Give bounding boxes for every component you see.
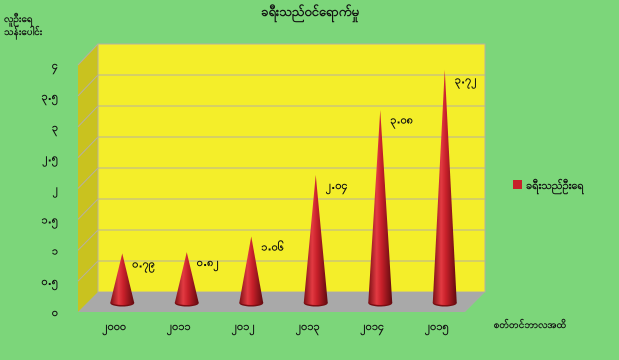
legend-label: ခရီးသည်ဦးရေ [526,178,584,195]
y-tick-label: ၀ [52,306,58,319]
y-tick-label: ၁ [52,244,59,257]
data-label: ၃.၀၈ [390,114,413,130]
x-axis-ticks: ၂၀၀၀ ၂၀၁၁ ၂၀၁၂ ၂၀၁၃ ၂၀၁၄ ၂၀၁၅ [102,320,449,336]
cone-bar [303,174,328,305]
gridline-side [77,43,99,66]
legend: ခရီးသည်ဦးရေ [513,178,584,195]
plot-floor [78,292,485,312]
y-tick-label: ၂ [53,183,59,199]
y-tick-label: ၄ [52,59,58,75]
x-axis-title: စတ်တင်ဘာလအထိ [494,318,567,331]
cone-bar [432,69,457,305]
data-label: ၀.၈၂ [197,256,220,272]
y-tick-label: ၂.၅ [42,152,59,168]
legend-swatch [513,180,522,189]
data-label: ၁.၀၆ [261,240,284,253]
gridline-side [77,198,99,220]
cone-bar [110,253,135,305]
y-tick-label: ၃ [52,121,59,137]
y-tick-label: ၀.၅ [41,275,58,291]
cone-bar [174,252,199,305]
x-tick-label: ၂၀၁၃ [296,320,321,336]
cone-bar [239,236,264,305]
cone-bar [368,109,393,305]
data-label: ၃.၇၂ [455,74,478,90]
gridline-side [77,105,99,128]
gridline-side [77,74,99,97]
y-axis-title-line-2: သန်းပေါင်း [4,25,43,41]
x-tick-label: ၂၀၁၂ [232,320,256,336]
x-tick-label: ၂၀၀၀ [102,320,126,336]
chart-title: ခရီးသည်ဝင်ရောက်မှု [261,3,359,23]
y-tick-label: ၃.၅ [41,90,58,106]
x-tick-label: ၂၀၁၄ [360,320,384,336]
y-axis-title: လူဦးရေ သန်းပေါင်း [4,12,43,41]
data-label: ၂.၀၄ [326,179,348,195]
data-label: ၀.၇၉ [132,257,155,273]
y-axis-ticks: ၀ ၀.၅ ၁ ၁.၅ ၂ ၂.၅ ၃ ၃.၅ ၄ [41,59,58,319]
gridline-side [77,136,99,158]
gridlines [77,43,485,282]
cone-series [110,69,457,307]
y-tick-label: ၁.၅ [41,213,58,229]
y-axis-title-line-1: လူဦးရေ [4,12,33,28]
x-tick-label: ၂၀၁၅ [425,320,450,336]
x-tick-label: ၂၀၁၁ [167,320,192,336]
gridline-side [77,229,99,251]
gridline-side [77,260,99,282]
gridline-side [77,167,99,189]
data-labels: ၀.၇၉ ၀.၈၂ ၁.၀၆ ၂.၀၄ ၃.၀၈ ၃.၇၂ [132,74,477,274]
